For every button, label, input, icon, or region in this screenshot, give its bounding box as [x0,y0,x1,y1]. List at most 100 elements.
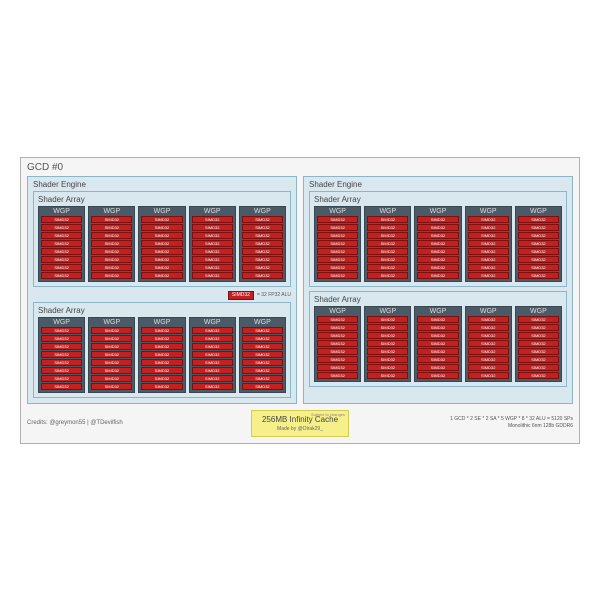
wgp-row: WGPSIMD32SIMD32SIMD32SIMD32SIMD32SIMD32S… [38,317,286,393]
simd-unit: SIMD32 [317,324,358,331]
simd-unit: SIMD32 [41,383,82,390]
simd-unit: SIMD32 [192,224,233,231]
gcd-title: GCD #0 [27,162,573,173]
wgp-block: WGPSIMD32SIMD32SIMD32SIMD32SIMD32SIMD32S… [239,317,286,393]
wgp-label: WGP [242,319,283,326]
simd-unit: SIMD32 [367,240,408,247]
simd-unit: SIMD32 [317,348,358,355]
simd-unit: SIMD32 [367,356,408,363]
simd-unit: SIMD32 [91,272,132,279]
simd-unit: SIMD32 [91,375,132,382]
simd-unit: SIMD32 [468,372,509,379]
simd-unit: SIMD32 [417,240,458,247]
specs-line1: 1 GCD * 2 SE * 2 SA * 5 WGP * 8 * 32 ALU… [357,416,573,423]
simd-unit: SIMD32 [367,232,408,239]
simd-unit: SIMD32 [367,332,408,339]
simd-unit: SIMD32 [242,264,283,271]
simd-unit: SIMD32 [367,264,408,271]
simd-unit: SIMD32 [41,351,82,358]
simd-unit: SIMD32 [417,232,458,239]
wgp-block: WGPSIMD32SIMD32SIMD32SIMD32SIMD32SIMD32S… [38,317,85,393]
simd-unit: SIMD32 [518,324,559,331]
simd-unit: SIMD32 [192,272,233,279]
simd-unit: SIMD32 [518,340,559,347]
wgp-label: WGP [141,319,182,326]
simd-stack: SIMD32SIMD32SIMD32SIMD32SIMD32SIMD32SIMD… [417,316,458,379]
cache-subject: Subject to changes [311,412,345,417]
simd-unit: SIMD32 [317,316,358,323]
shader-engine: Shader EngineShader ArrayWGPSIMD32SIMD32… [303,176,573,404]
simd-unit: SIMD32 [192,327,233,334]
simd-unit: SIMD32 [518,356,559,363]
wgp-block: WGPSIMD32SIMD32SIMD32SIMD32SIMD32SIMD32S… [314,306,361,382]
wgp-block: WGPSIMD32SIMD32SIMD32SIMD32SIMD32SIMD32S… [364,306,411,382]
simd-unit: SIMD32 [141,383,182,390]
simd-unit: SIMD32 [417,364,458,371]
simd-unit: SIMD32 [367,324,408,331]
simd-unit: SIMD32 [91,224,132,231]
simd-stack: SIMD32SIMD32SIMD32SIMD32SIMD32SIMD32SIMD… [91,216,132,279]
simd-unit: SIMD32 [317,216,358,223]
shader-engine-title: Shader Engine [309,180,567,189]
simd-unit: SIMD32 [242,240,283,247]
simd-unit: SIMD32 [417,224,458,231]
simd-unit: SIMD32 [367,256,408,263]
simd-unit: SIMD32 [192,248,233,255]
simd-unit: SIMD32 [468,324,509,331]
specs-line2: Monolithic 6nm 128b GDDR6 [357,423,573,430]
simd-stack: SIMD32SIMD32SIMD32SIMD32SIMD32SIMD32SIMD… [518,216,559,279]
simd-stack: SIMD32SIMD32SIMD32SIMD32SIMD32SIMD32SIMD… [141,216,182,279]
simd-unit: SIMD32 [317,372,358,379]
simd-unit: SIMD32 [518,216,559,223]
simd-unit: SIMD32 [91,232,132,239]
simd-stack: SIMD32SIMD32SIMD32SIMD32SIMD32SIMD32SIMD… [192,327,233,390]
shader-engines-row: Shader EngineShader ArrayWGPSIMD32SIMD32… [27,176,573,404]
shader-array-title: Shader Array [314,295,562,304]
specs-text: 1 GCD * 2 SE * 2 SA * 5 WGP * 8 * 32 ALU… [357,416,573,430]
simd-unit: SIMD32 [317,364,358,371]
wgp-block: WGPSIMD32SIMD32SIMD32SIMD32SIMD32SIMD32S… [515,206,562,282]
shader-engine-title: Shader Engine [33,180,291,189]
simd-unit: SIMD32 [468,348,509,355]
simd-unit: SIMD32 [367,316,408,323]
simd-unit: SIMD32 [468,232,509,239]
wgp-block: WGPSIMD32SIMD32SIMD32SIMD32SIMD32SIMD32S… [465,206,512,282]
simd-unit: SIMD32 [417,216,458,223]
simd-unit: SIMD32 [367,248,408,255]
shader-engine: Shader EngineShader ArrayWGPSIMD32SIMD32… [27,176,297,404]
simd-unit: SIMD32 [317,264,358,271]
simd-unit: SIMD32 [417,316,458,323]
simd-unit: SIMD32 [91,248,132,255]
simd-unit: SIMD32 [417,348,458,355]
wgp-block: WGPSIMD32SIMD32SIMD32SIMD32SIMD32SIMD32S… [189,317,236,393]
simd-unit: SIMD32 [468,224,509,231]
shader-array: Shader ArrayWGPSIMD32SIMD32SIMD32SIMD32S… [309,191,567,287]
simd-unit: SIMD32 [468,264,509,271]
simd-unit: SIMD32 [141,248,182,255]
simd-stack: SIMD32SIMD32SIMD32SIMD32SIMD32SIMD32SIMD… [367,316,408,379]
simd-unit: SIMD32 [317,240,358,247]
shader-array-title: Shader Array [38,306,286,315]
simd-unit: SIMD32 [192,256,233,263]
simd-unit: SIMD32 [367,340,408,347]
wgp-row: WGPSIMD32SIMD32SIMD32SIMD32SIMD32SIMD32S… [38,206,286,282]
shader-array: Shader ArrayWGPSIMD32SIMD32SIMD32SIMD32S… [309,291,567,387]
wgp-block: WGPSIMD32SIMD32SIMD32SIMD32SIMD32SIMD32S… [38,206,85,282]
simd-unit: SIMD32 [41,375,82,382]
simd-stack: SIMD32SIMD32SIMD32SIMD32SIMD32SIMD32SIMD… [317,216,358,279]
simd-unit: SIMD32 [242,359,283,366]
simd-unit: SIMD32 [468,340,509,347]
wgp-label: WGP [317,308,358,315]
simd-unit: SIMD32 [192,240,233,247]
simd-unit: SIMD32 [518,348,559,355]
simd-unit: SIMD32 [317,332,358,339]
simd-unit: SIMD32 [367,364,408,371]
simd-unit: SIMD32 [242,216,283,223]
simd-unit: SIMD32 [192,232,233,239]
simd-unit: SIMD32 [417,324,458,331]
simd-unit: SIMD32 [518,240,559,247]
simd-unit: SIMD32 [417,264,458,271]
simd-stack: SIMD32SIMD32SIMD32SIMD32SIMD32SIMD32SIMD… [91,327,132,390]
simd-unit: SIMD32 [242,343,283,350]
simd-unit: SIMD32 [91,264,132,271]
